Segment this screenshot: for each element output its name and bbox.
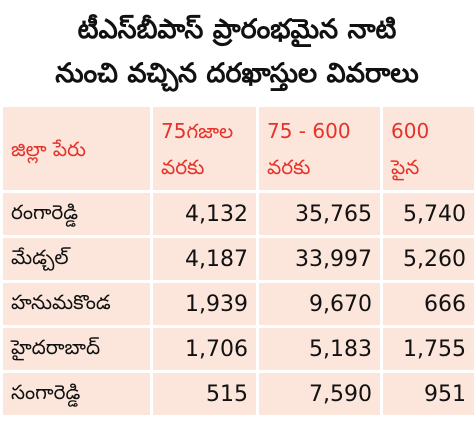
count-cell: 35,765: [256, 190, 383, 238]
district-name: సంగారెడ్డి: [0, 370, 153, 418]
count-cell: 33,997: [256, 235, 383, 283]
column-header-line: 600: [391, 118, 430, 143]
count-cell: 9,670: [256, 280, 383, 328]
district-name: హైదరాబాద్: [0, 325, 153, 373]
title-line: టీఎస్‌బీపాస్ ప్రారంభమైన నాటి: [77, 14, 397, 45]
count-cell: 1,939: [150, 280, 259, 328]
column-header-line: 75గజాల: [161, 118, 234, 143]
count-cell: 666: [380, 280, 474, 328]
title-line: నుంచి వచ్చిన దరఖాస్తుల వివరాలు: [55, 58, 419, 89]
count-cell: 5,740: [380, 190, 474, 238]
count-cell: 1,706: [150, 325, 259, 373]
column-header-line: పైన: [391, 154, 420, 179]
column-header: 600 పైన: [380, 104, 474, 193]
table-row: హైదరాబాద్ 1,706 5,183 1,755: [0, 325, 474, 373]
column-header: 75 - 600 వరకు: [256, 104, 383, 193]
count-cell: 951: [380, 370, 474, 418]
column-header-line: వరకు: [267, 154, 311, 179]
column-header: 75గజాల వరకు: [150, 104, 259, 193]
count-cell: 515: [150, 370, 259, 418]
table-row: హనుమకొండ 1,939 9,670 666: [0, 280, 474, 328]
header-row: జిల్లా పేరు 75గజాల వరకు 75 - 600 వరకు 600 పైన: [0, 104, 474, 193]
column-header-line: 75 - 600: [267, 118, 351, 143]
count-cell: 5,260: [380, 235, 474, 283]
count-cell: 4,132: [150, 190, 259, 238]
column-header-line: వరకు: [161, 154, 205, 179]
count-cell: 7,590: [256, 370, 383, 418]
column-header: జిల్లా పేరు: [0, 104, 153, 193]
count-cell: 1,755: [380, 325, 474, 373]
count-cell: 5,183: [256, 325, 383, 373]
column-header-line: జిల్లా పేరు: [11, 136, 86, 161]
table-row: రంగారెడ్డి 4,132 35,765 5,740: [0, 190, 474, 238]
table-row: మేడ్చల్ 4,187 33,997 5,260: [0, 235, 474, 283]
data-table: జిల్లా పేరు 75గజాల వరకు 75 - 600 వరకు 600 పైన …: [0, 104, 474, 418]
district-name: మేడ్చల్: [0, 235, 153, 283]
count-cell: 4,187: [150, 235, 259, 283]
district-name: రంగారెడ్డి: [0, 190, 153, 238]
title: టీఎస్‌బీపాస్ ప్రారంభమైన నాటి నుంచి వచ్చిన…: [0, 0, 474, 104]
district-name: హనుమకొండ: [0, 280, 153, 328]
table-body: రంగారెడ్డి 4,132 35,765 5,740 మేడ్చల్ 4,187 33…: [0, 190, 474, 418]
table-header: జిల్లా పేరు 75గజాల వరకు 75 - 600 వరకు 600 పైన: [0, 104, 474, 193]
table-row: సంగారెడ్డి 515 7,590 951: [0, 370, 474, 418]
